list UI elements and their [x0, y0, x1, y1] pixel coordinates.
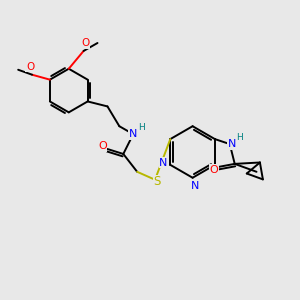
Text: H: H	[138, 123, 145, 132]
Text: O: O	[82, 38, 90, 48]
Text: N: N	[228, 139, 236, 149]
Text: O: O	[26, 62, 34, 72]
Text: O: O	[98, 141, 107, 151]
Text: N: N	[159, 158, 167, 168]
Text: N: N	[129, 129, 137, 139]
Text: N: N	[190, 181, 199, 191]
Text: O: O	[209, 165, 218, 175]
Text: S: S	[153, 175, 161, 188]
Text: H: H	[236, 133, 243, 142]
